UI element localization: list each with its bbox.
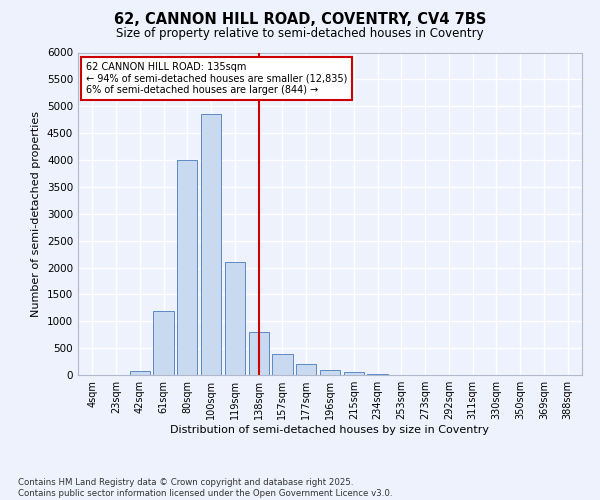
Bar: [154, 310, 173, 375]
Bar: [344, 372, 364, 375]
Text: 62 CANNON HILL ROAD: 135sqm
← 94% of semi-detached houses are smaller (12,835)
6: 62 CANNON HILL ROAD: 135sqm ← 94% of sem…: [86, 62, 347, 96]
Bar: [225, 262, 245, 375]
Bar: [272, 354, 293, 375]
Bar: [201, 114, 221, 375]
Bar: [296, 364, 316, 375]
Bar: [177, 160, 197, 375]
X-axis label: Distribution of semi-detached houses by size in Coventry: Distribution of semi-detached houses by …: [170, 425, 490, 435]
Text: Size of property relative to semi-detached houses in Coventry: Size of property relative to semi-detach…: [116, 28, 484, 40]
Text: 62, CANNON HILL ROAD, COVENTRY, CV4 7BS: 62, CANNON HILL ROAD, COVENTRY, CV4 7BS: [114, 12, 486, 28]
Bar: [248, 332, 269, 375]
Bar: [320, 370, 340, 375]
Bar: [130, 371, 150, 375]
Bar: [367, 374, 388, 375]
Text: Contains HM Land Registry data © Crown copyright and database right 2025.
Contai: Contains HM Land Registry data © Crown c…: [18, 478, 392, 498]
Y-axis label: Number of semi-detached properties: Number of semi-detached properties: [31, 111, 41, 317]
